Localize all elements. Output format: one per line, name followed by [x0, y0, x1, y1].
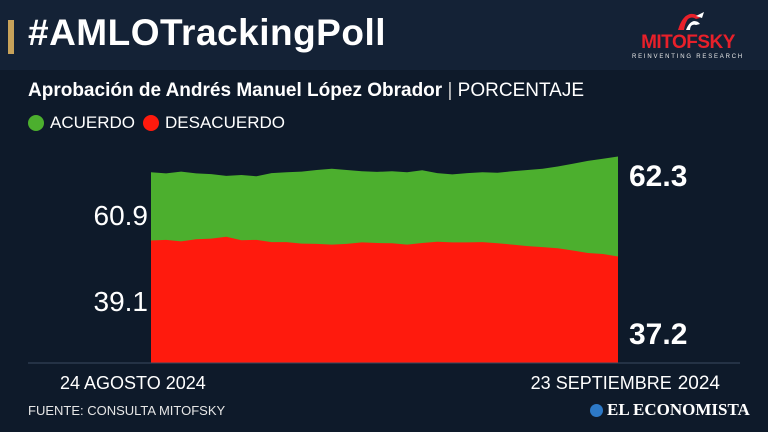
logo-name: MITOFSKY — [641, 32, 735, 53]
legend-label-acuerdo: ACUERDO — [50, 113, 136, 132]
legend-label-desacuerdo: DESACUERDO — [165, 113, 285, 132]
brand-mark-icon — [590, 403, 603, 417]
subtitle-separator: | — [447, 80, 453, 101]
accent-bar — [8, 20, 14, 54]
end-label-desacuerdo: 37.2 — [629, 318, 687, 351]
subtitle-title: Aprobación de Andrés Manuel López Obrado… — [28, 80, 443, 101]
area-desacuerdo — [151, 236, 618, 363]
legend-item-desacuerdo: DESACUERDO — [143, 113, 285, 133]
legend-dot-red-icon — [143, 115, 160, 131]
brand-name: EL ECONOMISTA — [607, 400, 750, 419]
x-end-label-date: 23 SEPTIEMBRE — [531, 373, 672, 393]
el-economista-logo: EL ECONOMISTA — [590, 400, 750, 420]
logo-tagline: REINVENTING RESEARCH — [631, 54, 744, 60]
legend-item-acuerdo: ACUERDO — [28, 113, 135, 133]
start-label-acuerdo: 60.9 — [94, 200, 149, 231]
x-end-label: 23 SEPTIEMBRE 2024 — [531, 373, 721, 394]
x-start-label: 24 AGOSTO 2024 — [60, 373, 206, 393]
end-label-acuerdo: 62.3 — [629, 160, 687, 193]
legend-dot-green-icon — [28, 115, 44, 131]
page-title: #AMLOTrackingPoll — [28, 12, 387, 53]
chart-legend: ACUERDO DESACUERDO — [28, 113, 293, 133]
chart-subtitle: Aprobación de Andrés Manuel López Obrado… — [28, 80, 584, 102]
start-label-desacuerdo: 39.1 — [94, 286, 149, 317]
x-end-label-year: 2024 — [678, 373, 721, 394]
source-note: FUENTE: CONSULTA MITOFSKY — [28, 403, 226, 418]
subtitle-unit: PORCENTAJE — [457, 80, 585, 101]
mitofsky-logo: MITOFSKY REINVENTING RESEARCH — [630, 10, 746, 62]
logo-emblem-icon — [678, 12, 704, 31]
